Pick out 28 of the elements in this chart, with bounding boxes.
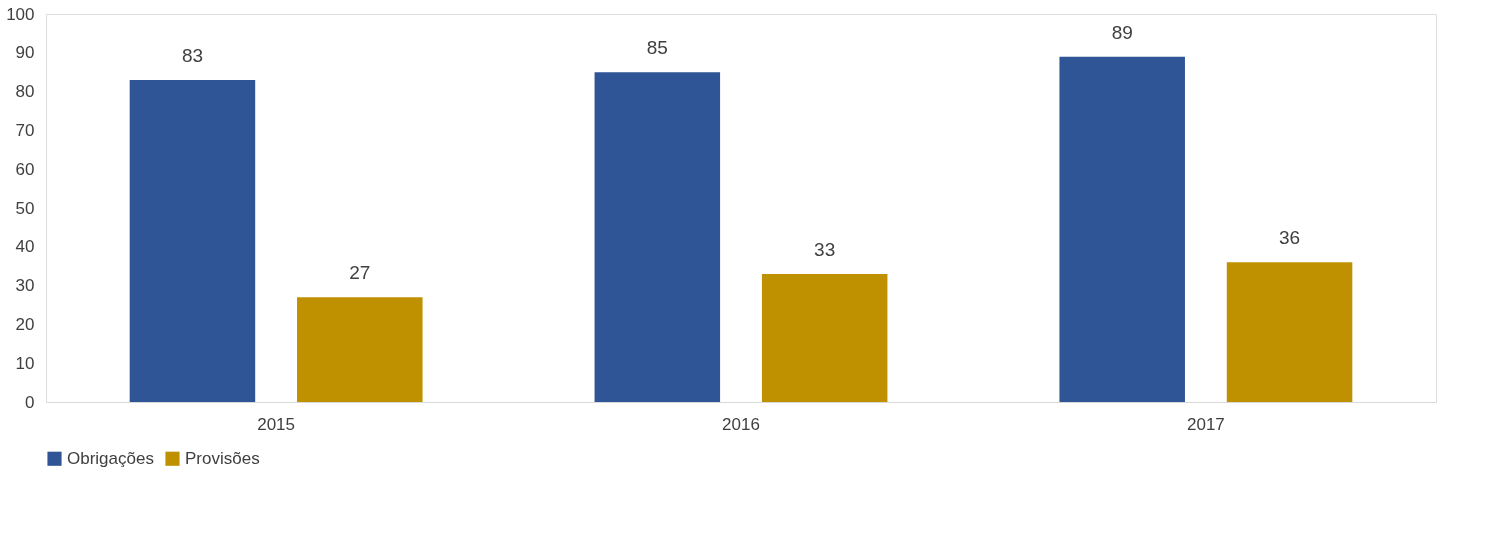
x-tick-label: 2016 (722, 414, 760, 434)
data-label: 33 (814, 238, 836, 260)
bar (594, 72, 721, 402)
data-label: 36 (1278, 227, 1301, 249)
bar (129, 79, 256, 402)
y-tick-label: 50 (15, 198, 35, 218)
y-tick-label: 60 (15, 159, 35, 179)
y-tick-label: 20 (15, 314, 35, 334)
bar (1226, 262, 1353, 402)
data-label: 85 (646, 37, 668, 59)
y-tick-label: 70 (15, 120, 35, 140)
y-tick-label: 10 (15, 353, 35, 373)
bar (761, 273, 888, 402)
bar (1059, 56, 1185, 402)
y-tick-label: 80 (15, 82, 35, 102)
data-label: 89 (1111, 21, 1133, 43)
y-tick-label: 100 (6, 4, 35, 24)
y-tick-label: 90 (15, 43, 35, 63)
y-tick-label: 0 (25, 392, 35, 412)
x-tick-label: 2015 (257, 414, 296, 434)
x-tick-label: 2017 (1186, 414, 1225, 434)
legend-label: Provisões (185, 448, 260, 468)
data-label: 83 (181, 44, 204, 66)
data-label: 27 (349, 262, 371, 284)
bar (297, 297, 423, 402)
y-tick-label: 40 (15, 237, 35, 257)
legend-label: Obrigações (67, 448, 154, 468)
y-tick-label: 30 (15, 276, 35, 296)
